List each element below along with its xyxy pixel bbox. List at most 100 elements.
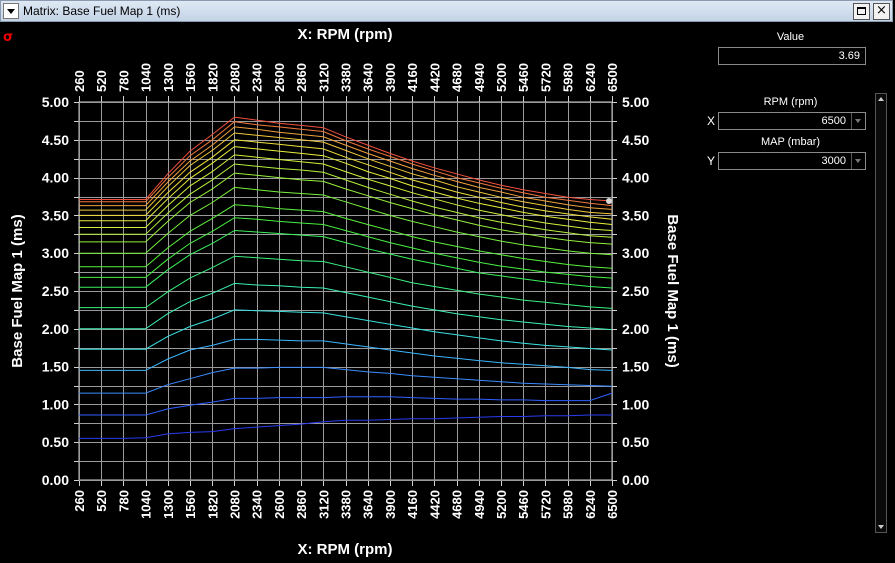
y-axis-letter: Y (707, 154, 716, 168)
x-tick-label: 3640 (361, 490, 376, 519)
selected-point-marker[interactable] (606, 198, 612, 205)
x-tick-label: 780 (116, 70, 131, 92)
chevron-down-icon[interactable] (851, 153, 865, 169)
y-tick-labels-right: 0.00 0.50 1.00 1.50 2.00 2.50 3.00 3.50 4.00 4.50… (622, 94, 649, 488)
series-line-8 (79, 229, 613, 289)
series-line-6 (79, 282, 613, 331)
x-axis-label: RPM (rpm) (763, 96, 818, 108)
x-tick-label: 4420 (427, 490, 442, 519)
side-panel: Value 3.69 RPM (rpm) X 6500 MAP (mbar) Y… (700, 22, 895, 563)
x-tick-label: 5460 (516, 63, 531, 92)
x-tick-label: 260 (72, 490, 87, 512)
y-tick-label: 3.00 (622, 245, 649, 261)
x-tick-labels-bottom: 260 520 780 1040 1300 1560 1820 2080 2340 2600 286… (72, 490, 620, 519)
x-tick-label: 520 (94, 70, 109, 92)
x-tick-label: 5200 (494, 63, 509, 92)
series-line-18 (79, 126, 613, 210)
series-line-4 (79, 338, 613, 371)
series-line-10 (79, 204, 613, 269)
y-tick-label: 0.50 (622, 434, 649, 450)
y-tick-label: 5.00 (42, 94, 69, 110)
sigma-icon[interactable]: σ (3, 30, 14, 45)
x-tick-label: 4160 (405, 490, 420, 519)
y-tick-label: 3.50 (42, 207, 69, 223)
x-tick-label: 3900 (383, 63, 398, 92)
x-tick-label: 1040 (139, 63, 154, 92)
x-tick-label: 780 (116, 490, 131, 512)
x-tick-label: 2600 (272, 490, 287, 519)
x-tick-label: 3120 (316, 63, 331, 92)
x-tick-label: 5720 (538, 490, 553, 519)
series-line-5 (79, 309, 613, 351)
y-axis-title-left: Base Fuel Map 1 (ms) (9, 214, 26, 367)
x-tick-label: 1820 (205, 63, 220, 92)
x-tick-label: 5980 (561, 63, 576, 92)
series-line-1 (79, 414, 612, 439)
y-tick-label: 1.50 (42, 359, 69, 375)
y-tick-label: 3.50 (622, 207, 649, 223)
series-line-7 (79, 255, 613, 309)
maximize-icon[interactable] (853, 3, 870, 20)
x-tick-label: 1820 (205, 490, 220, 519)
window-title: Matrix: Base Fuel Map 1 (ms) (23, 4, 181, 18)
series-line-19 (79, 121, 613, 207)
series-line-11 (79, 186, 613, 256)
x-tick-label: 2340 (250, 490, 265, 519)
series-line-12 (79, 172, 613, 245)
vertical-scrollbar[interactable] (875, 93, 887, 533)
y-tick-label: 2.50 (622, 283, 649, 299)
x-tick-label: 3900 (383, 490, 398, 519)
series-line-2 (79, 392, 613, 416)
x-tick-label: 5200 (494, 490, 509, 519)
scroll-up-icon[interactable] (878, 97, 884, 101)
series-line-14 (79, 154, 613, 231)
y-tick-label: 2.50 (42, 283, 69, 299)
x-tick-label: 2860 (294, 490, 309, 519)
x-tick-label: 1560 (183, 490, 198, 519)
x-tick-label: 1040 (139, 490, 154, 519)
rpm-select[interactable]: 6500 (718, 112, 866, 130)
x-tick-label: 4680 (450, 63, 465, 92)
y-tick-label: 1.00 (622, 396, 649, 412)
y-tick-label: 5.00 (622, 94, 649, 110)
series-line-20 (79, 116, 613, 202)
x-axis-letter: X (707, 114, 716, 128)
x-tick-label: 2600 (272, 63, 287, 92)
y-tick-label: 2.00 (42, 321, 69, 337)
close-button[interactable]: × (873, 3, 890, 20)
x-tick-label: 1560 (183, 63, 198, 92)
x-tick-label: 5980 (561, 490, 576, 519)
x-tick-label: 6240 (583, 490, 598, 519)
x-tick-label: 4940 (472, 490, 487, 519)
y-tick-label: 1.00 (42, 396, 69, 412)
series-line-17 (79, 132, 613, 215)
y-tick-label: 0.50 (42, 434, 69, 450)
series-line-9 (79, 217, 613, 279)
chart-series-group (79, 116, 613, 439)
x-tick-label: 3120 (316, 490, 331, 519)
y-tick-label: 4.00 (622, 170, 649, 186)
value-label: Value (776, 31, 805, 43)
x-tick-label: 3640 (361, 63, 376, 92)
x-axis-title-bottom: X: RPM (rpm) (298, 541, 393, 558)
fuel-map-chart[interactable]: 260 520 780 1040 1300 1560 1820 2080 2340 2600 286… (0, 22, 700, 563)
y-axis-label: MAP (mbar) (760, 136, 821, 148)
x-tick-label: 4940 (472, 63, 487, 92)
map-select[interactable]: 3000 (718, 152, 866, 170)
x-axis-title-top: X: RPM (rpm) (298, 26, 393, 43)
value-field[interactable]: 3.69 (718, 47, 866, 65)
x-tick-label: 6500 (605, 63, 620, 92)
x-tick-label: 6500 (605, 490, 620, 519)
y-tick-label: 4.50 (622, 132, 649, 148)
chevron-down-icon[interactable] (3, 3, 19, 19)
chart-grid (74, 96, 617, 486)
series-line-3 (79, 366, 613, 394)
window-titlebar: Matrix: Base Fuel Map 1 (ms) × (0, 0, 893, 22)
x-tick-label: 2080 (227, 63, 242, 92)
chevron-down-icon[interactable] (851, 113, 865, 129)
series-line-16 (79, 139, 613, 220)
x-tick-labels-top: 260 520 780 1040 1300 1560 1820 2080 2340 2600 286… (72, 63, 620, 92)
x-tick-label: 2860 (294, 63, 309, 92)
y-tick-labels-left: 0.00 0.50 1.00 1.50 2.00 2.50 3.00 3.50 4.00 4.50… (42, 94, 69, 488)
scroll-down-icon[interactable] (878, 525, 884, 529)
